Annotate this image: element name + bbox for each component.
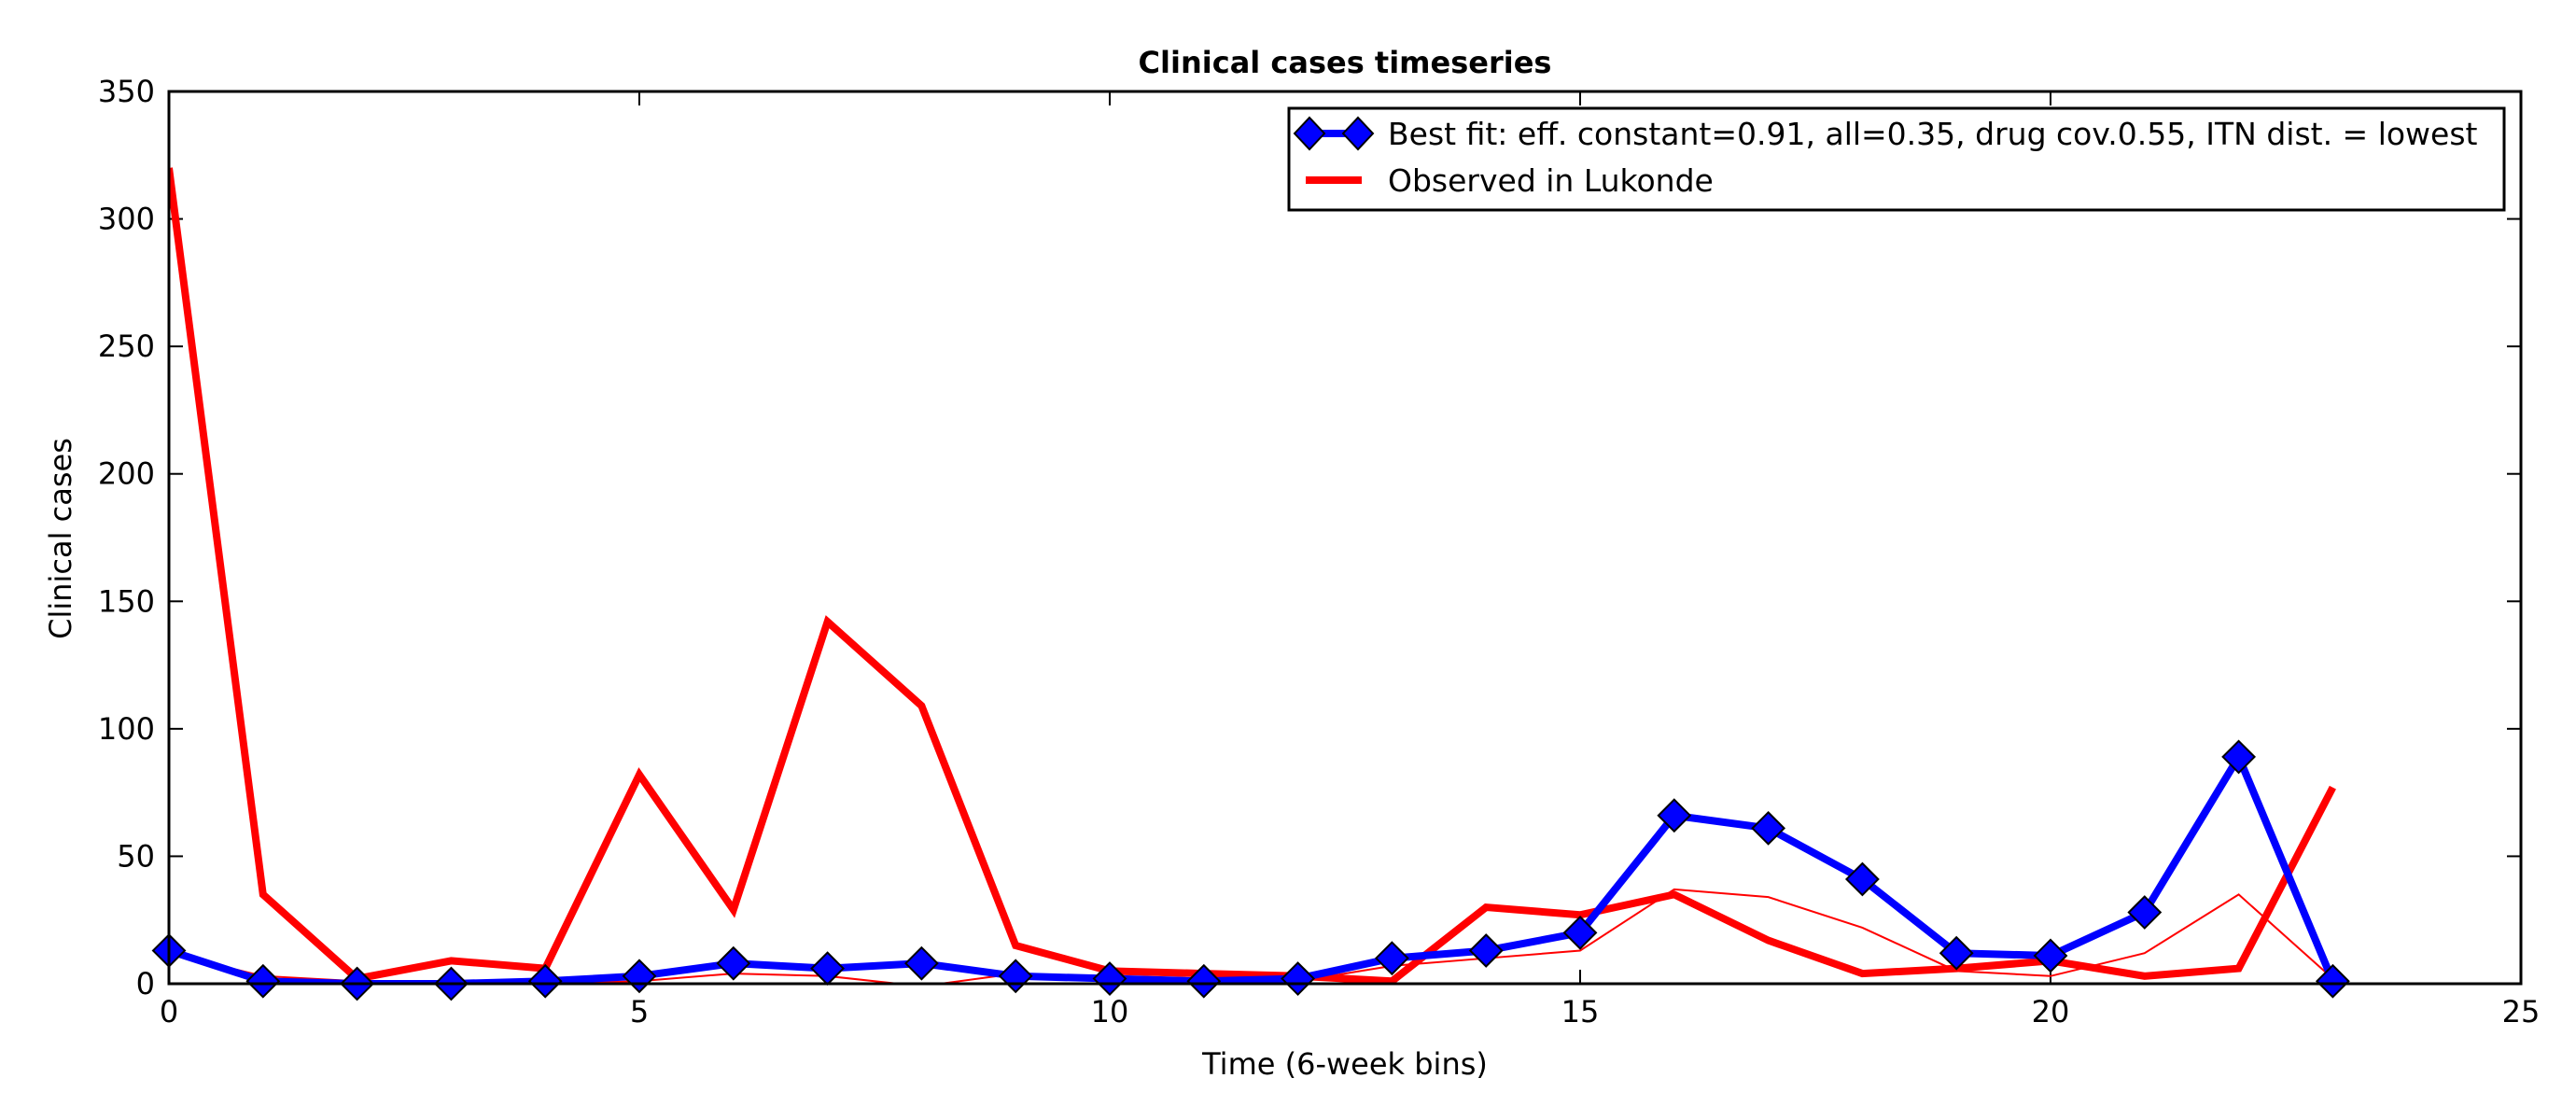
legend-label-observed: Observed in Lukonde xyxy=(1388,162,1714,199)
y-tick-label: 350 xyxy=(98,74,155,109)
data-point-best-fit xyxy=(1468,933,1504,968)
data-point-best-fit xyxy=(1092,961,1127,996)
x-tick-label: 5 xyxy=(630,994,649,1029)
plot-frame xyxy=(167,90,2523,986)
data-point-best-fit xyxy=(1657,798,1692,833)
chart-title: Clinical cases timeseries xyxy=(1139,45,1552,80)
legend-marker-best-fit-left xyxy=(1293,116,1326,151)
data-point-best-fit xyxy=(1374,941,1409,976)
y-axis-label: Clinical cases xyxy=(43,438,78,639)
data-point-best-fit xyxy=(810,951,846,987)
data-point-best-fit xyxy=(716,945,751,981)
x-tick-label: 10 xyxy=(1091,994,1129,1029)
data-point-best-fit xyxy=(1281,961,1316,996)
data-point-best-fit xyxy=(245,963,281,999)
x-tick-label: 20 xyxy=(2032,994,2070,1029)
data-point-best-fit xyxy=(622,959,657,994)
data-point-best-fit xyxy=(527,963,563,999)
series-layer xyxy=(169,167,2337,984)
legend-marker-best-fit-right xyxy=(1341,116,1375,151)
y-tick-label: 50 xyxy=(117,838,155,874)
y-tick-label: 300 xyxy=(98,202,155,237)
data-point-best-fit xyxy=(2221,739,2257,775)
legend: Best fit: eff. constant=0.91, all=0.35, … xyxy=(1287,106,2506,212)
data-point-best-fit xyxy=(1939,935,1974,971)
data-point-best-fit xyxy=(903,945,939,981)
x-axis-label: Time (6-week bins) xyxy=(1201,1046,1488,1082)
data-point-best-fit xyxy=(2315,963,2350,999)
data-point-best-fit xyxy=(1844,861,1880,897)
legend-label-best-fit: Best fit: eff. constant=0.91, all=0.35, … xyxy=(1388,116,2478,152)
y-tick-label: 0 xyxy=(136,966,155,1001)
y-tick-label: 150 xyxy=(98,583,155,619)
series-line-best-fit xyxy=(169,749,2337,984)
data-point-best-fit xyxy=(1751,810,1786,846)
y-tick-label: 100 xyxy=(98,711,155,747)
data-point-best-fit xyxy=(2127,895,2163,930)
x-tick-label: 15 xyxy=(1561,994,1600,1029)
data-point-best-fit xyxy=(1562,915,1598,950)
y-tick-label: 250 xyxy=(98,329,155,364)
x-tick-label: 0 xyxy=(160,994,178,1029)
data-point-best-fit xyxy=(1186,963,1222,999)
legend-box xyxy=(1287,106,2506,212)
y-tick-label: 200 xyxy=(98,456,155,492)
series-line-observed xyxy=(169,167,2336,984)
data-point-best-fit xyxy=(998,959,1033,994)
x-tick-label: 25 xyxy=(2502,994,2541,1029)
data-point-best-fit xyxy=(2033,938,2068,973)
